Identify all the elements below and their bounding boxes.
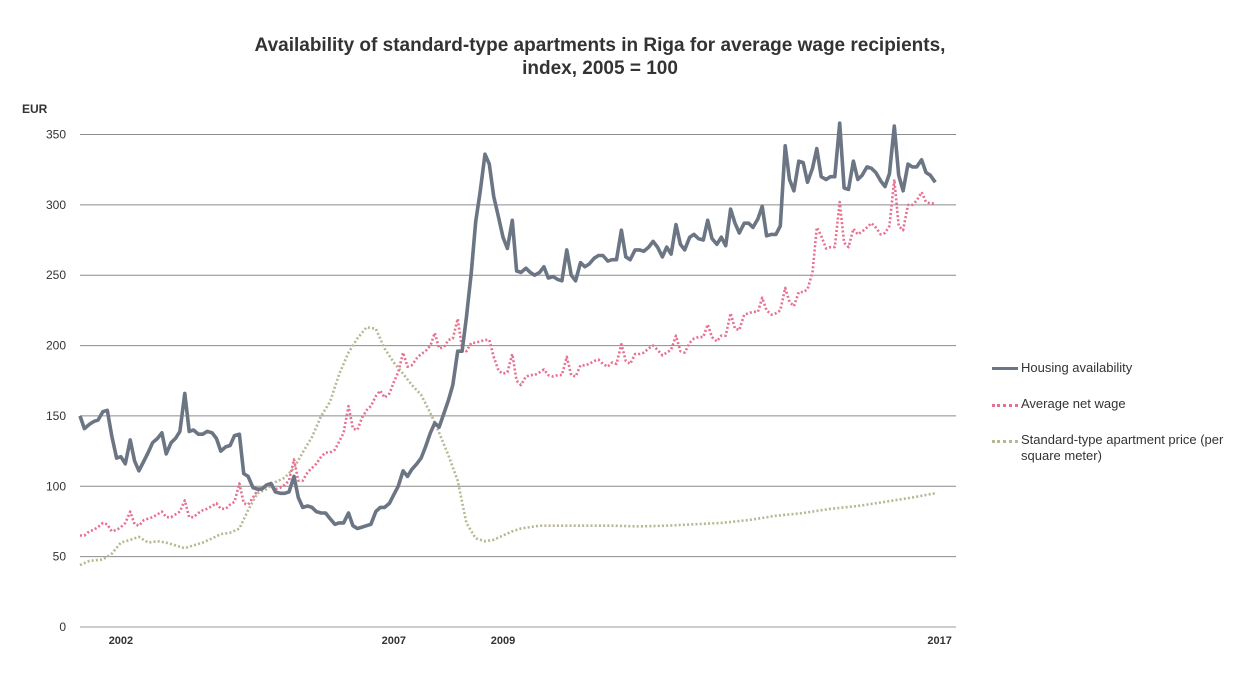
legend: Housing availability Average net wage St… (990, 360, 1231, 484)
y-tick-label: 100 (46, 479, 66, 493)
x-tick-label: 2007 (382, 635, 406, 647)
x-axis-ticks: 2002 2007 2009 2017 (109, 635, 952, 647)
legend-swatch (992, 440, 1018, 443)
legend-item-apartment-price: Standard-type apartment price (per squar… (990, 432, 1231, 464)
y-axis-ticks: 0 50 100 150 200 250 300 350 (46, 128, 66, 635)
chart-title: Availability of standard-type apartments… (254, 35, 946, 79)
legend-label: Housing availability (1021, 360, 1133, 375)
legend-swatch (992, 404, 1018, 407)
legend-item-average-net-wage: Average net wage (990, 396, 1231, 412)
legend-label: Average net wage (1021, 396, 1126, 411)
x-tick-label: 2002 (109, 635, 133, 647)
y-tick-label: 250 (46, 268, 66, 282)
gridlines (80, 134, 956, 628)
legend-label: Standard-type apartment price (per squar… (1021, 432, 1224, 463)
y-axis-label: EUR (22, 102, 48, 116)
y-tick-label: 50 (53, 550, 67, 564)
series-line-average-net-wage (80, 178, 936, 537)
x-tick-label: 2009 (491, 635, 515, 647)
y-tick-label: 200 (46, 339, 66, 353)
y-tick-label: 350 (46, 128, 66, 142)
series-line-standard-type-apartment-price-per-square-meter (79, 326, 936, 567)
series-line-housing-availability (78, 121, 937, 531)
legend-item-housing-availability: Housing availability (990, 360, 1231, 376)
series-lines (78, 121, 937, 567)
legend-swatch (992, 367, 1018, 370)
y-tick-label: 0 (59, 620, 66, 634)
y-tick-label: 150 (46, 409, 66, 423)
y-tick-label: 300 (46, 198, 66, 212)
x-tick-label: 2017 (927, 635, 951, 647)
